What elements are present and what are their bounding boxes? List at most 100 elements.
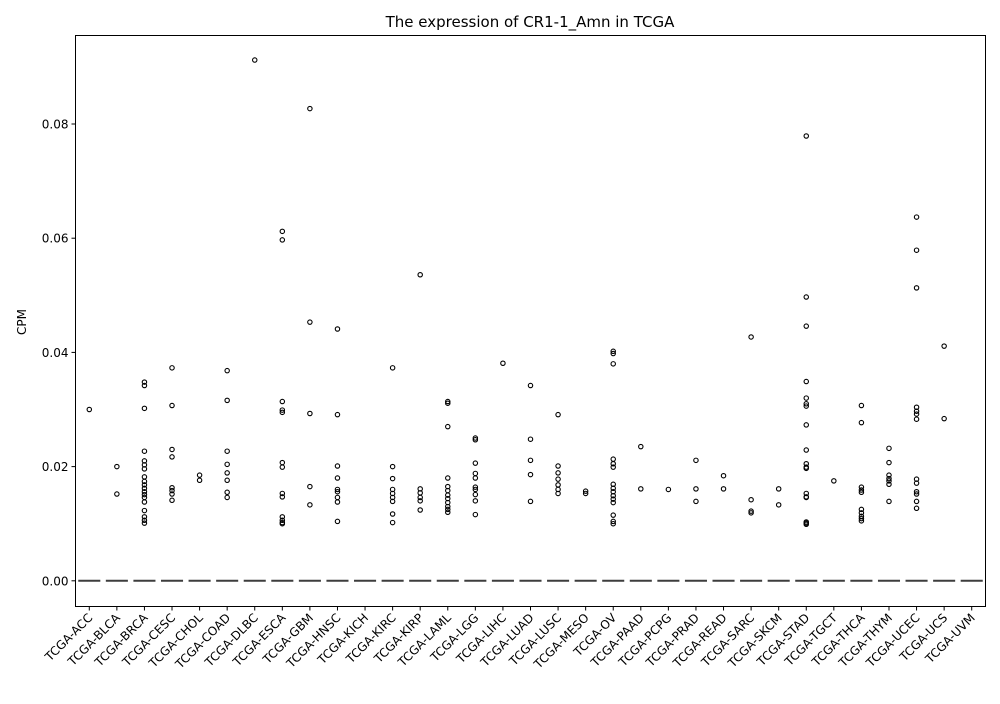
outlier-point [775, 502, 782, 508]
outlier-point [610, 464, 616, 470]
outlier-point [169, 402, 175, 409]
outlier-point [610, 460, 616, 467]
outlier-point [334, 499, 341, 505]
outlier-point [472, 437, 479, 443]
y-tick-label: 0.00 [42, 574, 69, 588]
outlier-point [307, 483, 313, 490]
outlier-point [748, 508, 754, 514]
outlier-point [555, 476, 561, 482]
outlier-point [803, 403, 810, 409]
outlier-point [169, 484, 175, 491]
outlier-point [803, 294, 810, 300]
outlier-point [527, 457, 534, 464]
outlier-point [196, 477, 203, 484]
outlier-point [941, 343, 947, 349]
outlier-point [389, 498, 396, 505]
outlier-point [389, 511, 396, 517]
outlier-point [334, 475, 341, 481]
outlier-point [224, 477, 230, 484]
outlier-point [417, 507, 423, 513]
outlier-point [610, 518, 616, 525]
outlier-point [941, 415, 947, 422]
outlier-point [527, 471, 534, 478]
y-tick-label: 0.06 [42, 232, 69, 246]
outlier-point [803, 521, 810, 528]
outlier-point [858, 489, 865, 496]
outlier-point [638, 486, 644, 492]
outlier-point [803, 378, 810, 385]
y-axis-label: CPM [15, 309, 29, 335]
outlier-point [803, 465, 810, 472]
outlier-point [196, 472, 203, 478]
outlier-point [334, 494, 341, 501]
outlier-point [913, 498, 920, 505]
outlier-point [610, 492, 616, 499]
outlier-point [610, 350, 616, 357]
outlier-point [389, 463, 396, 470]
outlier-point [748, 510, 754, 516]
outlier-point [279, 494, 286, 500]
outlier-point [141, 448, 148, 454]
outlier-point [334, 326, 341, 332]
outlier-point [224, 461, 230, 468]
outlier-point [279, 520, 286, 527]
y-tick-label: 0.04 [42, 346, 69, 360]
outlier-point [86, 406, 93, 413]
outlier-point [913, 480, 920, 486]
outlier-point [334, 411, 341, 418]
outlier-point [472, 435, 479, 441]
outlier-point [803, 447, 810, 453]
outlier-point [279, 490, 286, 497]
outlier-point [334, 486, 341, 493]
outlier-point [417, 494, 423, 501]
outlier-point [141, 478, 148, 485]
outlier-point [472, 470, 479, 477]
outlier-point [445, 423, 451, 430]
outlier-point [472, 475, 479, 481]
outlier-point [693, 457, 699, 464]
outlier-point [886, 445, 892, 452]
outlier-point [693, 486, 699, 492]
outlier-point [858, 484, 865, 490]
outlier-point [169, 365, 175, 371]
outlier-point [555, 411, 561, 418]
outlier-point [472, 511, 479, 518]
outlier-point [582, 488, 589, 494]
outlier-point [334, 463, 341, 469]
outlier-point [803, 494, 810, 501]
outlier-point [445, 503, 451, 510]
outlier-point [913, 488, 920, 495]
outlier-point [886, 498, 892, 505]
outlier-point [445, 400, 451, 406]
outlier-point [858, 402, 865, 409]
outlier-point [886, 472, 892, 478]
outlier-point [720, 486, 727, 492]
outlier-point [224, 448, 230, 454]
outlier-point [307, 319, 313, 325]
outlier-point [141, 494, 148, 501]
outlier-point [913, 411, 920, 417]
outlier-point [169, 454, 175, 460]
outlier-point [858, 518, 865, 524]
outlier-point [389, 365, 396, 371]
outlier-point [334, 518, 341, 525]
outlier-point [913, 247, 920, 253]
outlier-point [555, 470, 561, 476]
outlier-point [141, 517, 148, 524]
outlier-point [224, 489, 230, 496]
outlier-point [141, 488, 148, 495]
outlier-point [527, 382, 534, 389]
outlier-point [610, 361, 616, 367]
outlier-point [858, 419, 865, 426]
outlier-point [665, 486, 672, 493]
outlier-point [141, 466, 148, 472]
outlier-point [417, 271, 423, 278]
outlier-point [169, 487, 175, 494]
outlier-point [279, 398, 286, 405]
outlier-point [831, 478, 837, 484]
outlier-point [141, 474, 148, 480]
outlier-point [610, 485, 616, 492]
outlier-point [141, 485, 148, 492]
